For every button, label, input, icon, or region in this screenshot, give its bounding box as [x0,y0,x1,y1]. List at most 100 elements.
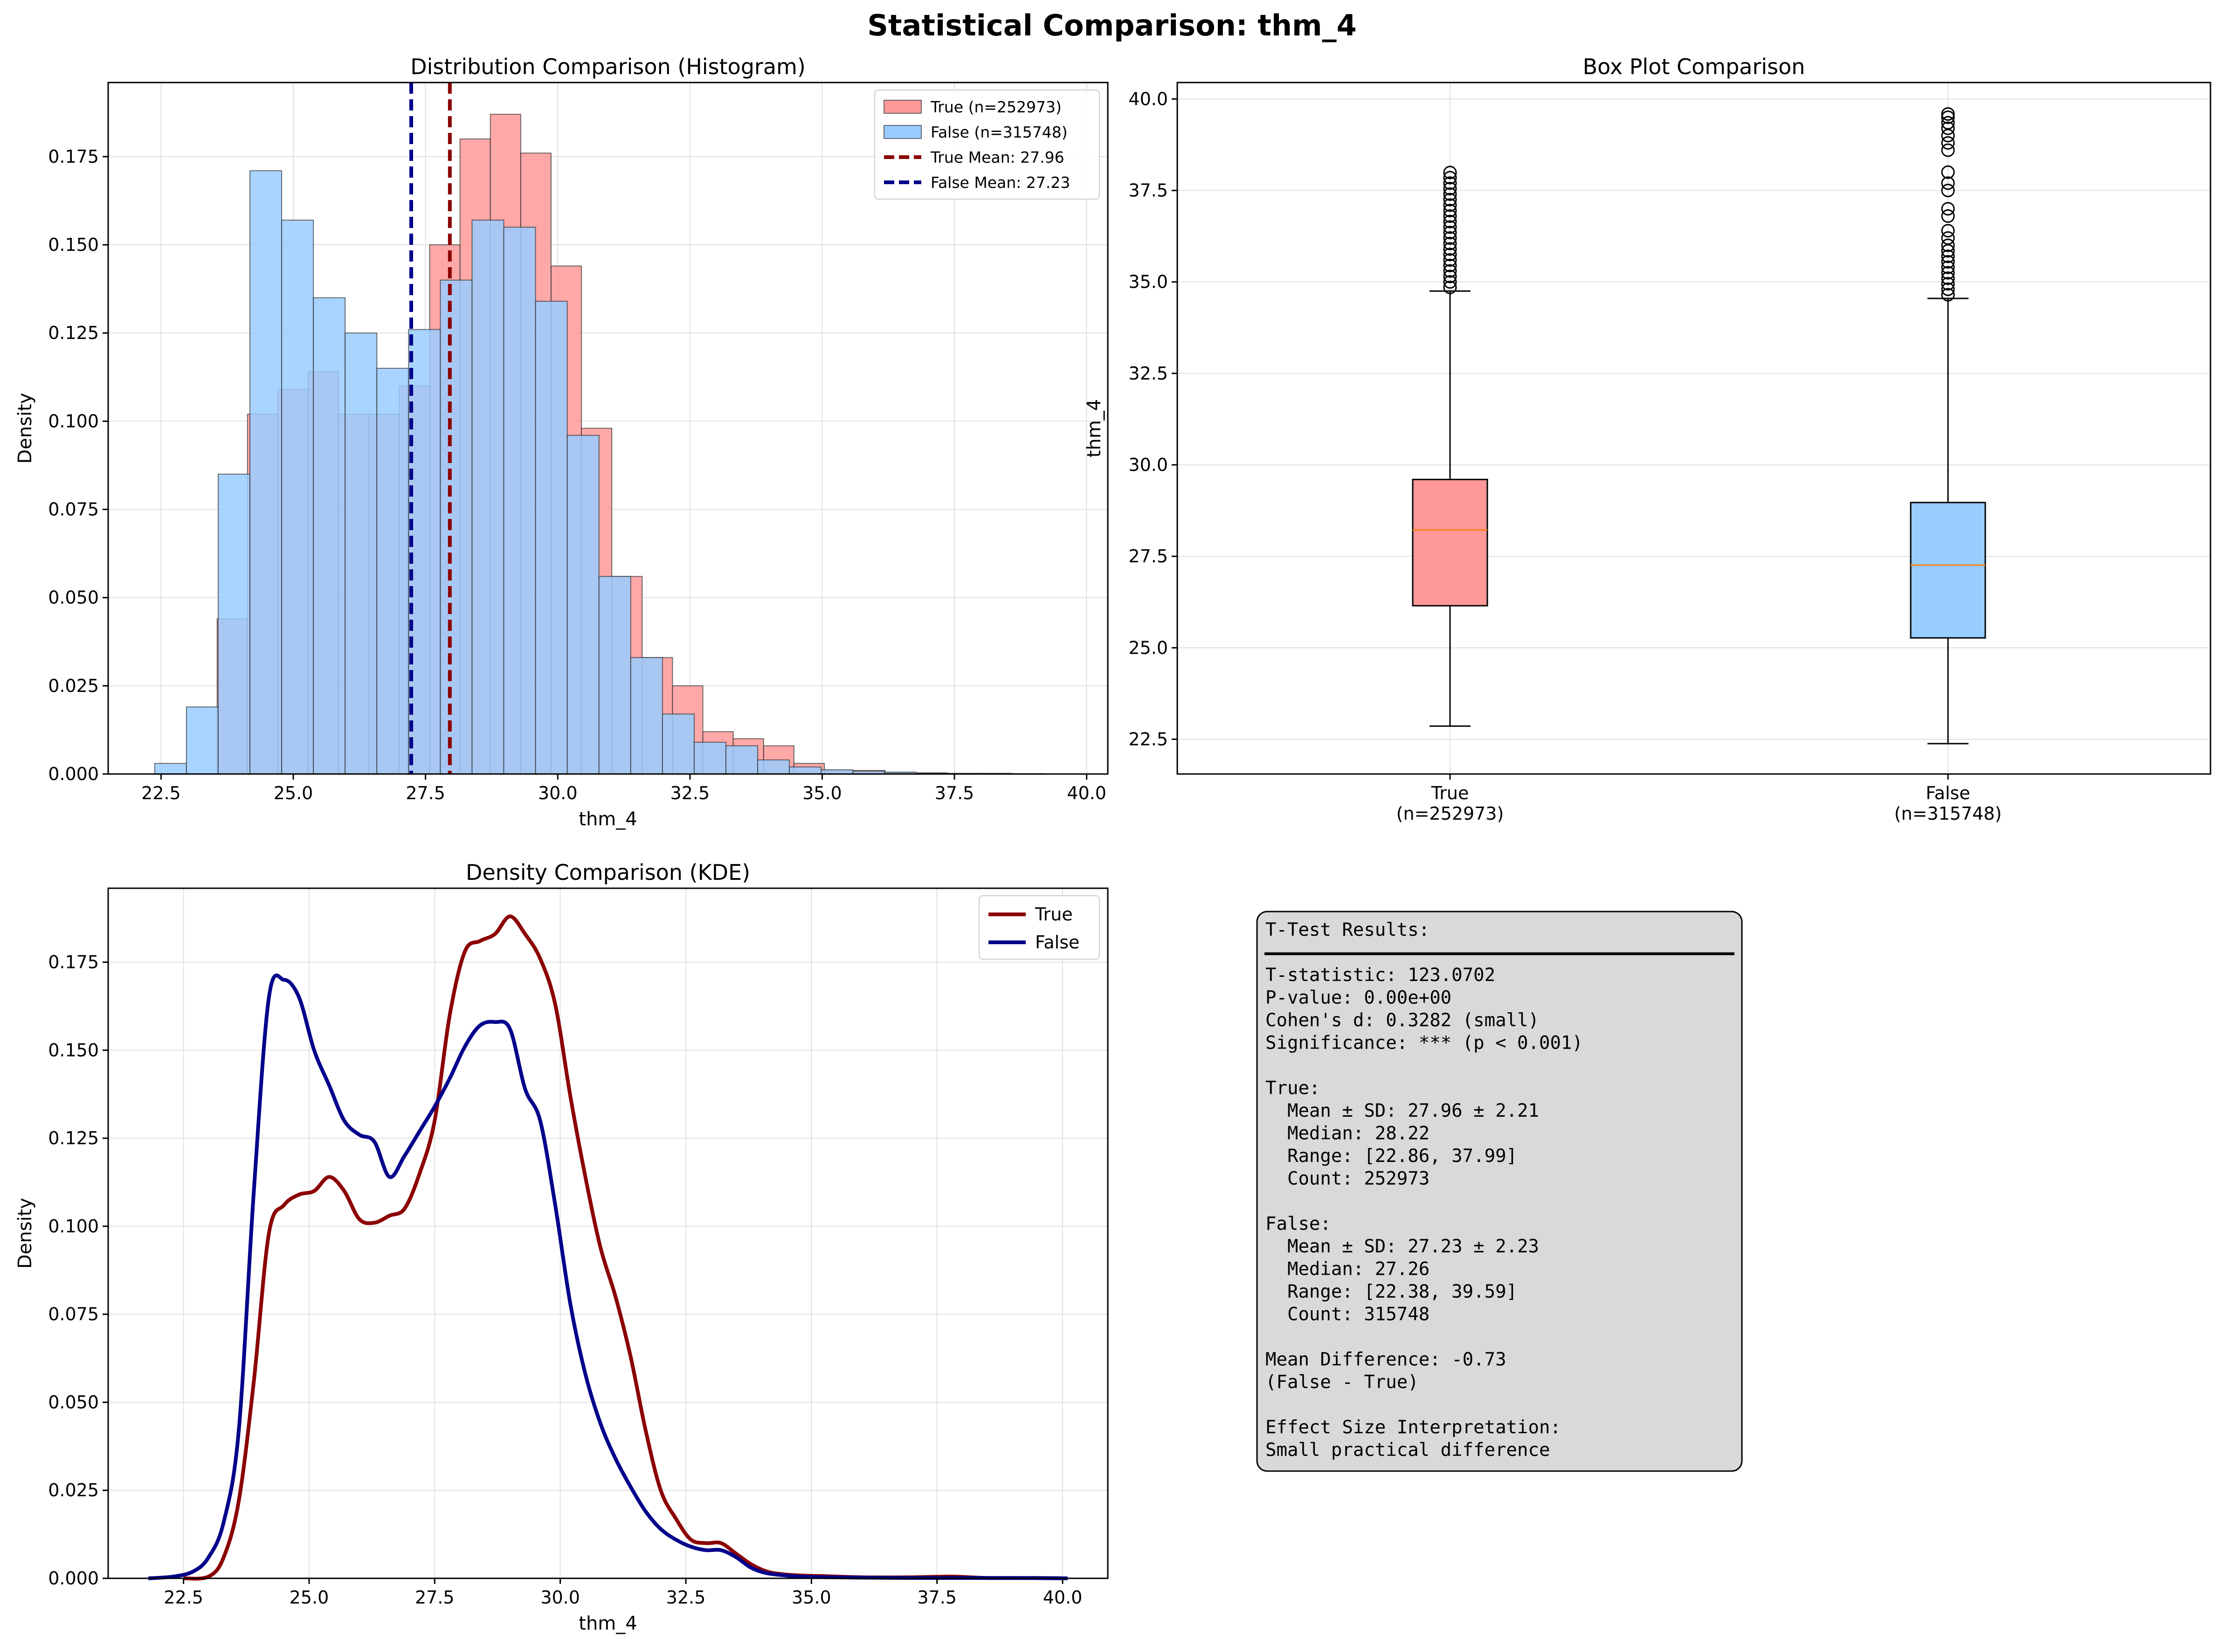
hist-bar-false [535,301,568,774]
x-tick-label: 25.0 [290,1587,329,1608]
y-tick-label: 0.125 [48,323,99,343]
hist-bar-false [757,759,790,775]
outlier-false [1941,231,1955,245]
y-tick-label: 0.175 [48,952,99,973]
outlier-true [1443,171,1457,185]
y-tick-label: 22.5 [1128,729,1168,749]
outlier-true [1443,166,1457,180]
hist-bar-false [154,763,187,775]
outlier-true [1443,270,1457,283]
y-axis-label: Density [14,393,36,463]
y-axis-label: thm_4 [1084,399,1105,457]
hist-bar-false [471,220,504,774]
results-line: Effect Size Interpretation: [1265,1417,1561,1438]
y-tick-label: 30.0 [1128,455,1168,475]
legend-false-swatch [884,125,922,139]
y-tick-label: 0.150 [48,235,99,255]
x-tick-label: 32.5 [670,783,710,803]
outlier-true [1443,264,1457,278]
hist-bar-false [313,297,346,774]
results-line: Mean ± SD: 27.23 ± 2.23 [1265,1236,1539,1257]
outlier-true [1443,258,1457,272]
x-tick-label: 32.5 [666,1587,706,1608]
results-line: T-statistic: 123.0702 [1265,965,1495,986]
y-tick-label: 0.025 [48,676,99,696]
axes-frame [107,887,1109,1579]
outlier-false [1941,183,1955,197]
results-line: Count: 252973 [1265,1168,1430,1189]
hist-bar-false [630,657,663,775]
outlier-false [1941,136,1955,150]
y-tick-label: 0.000 [48,764,99,784]
x-tick-label: 35.0 [802,783,842,803]
outlier-true [1443,242,1457,256]
outlier-false [1941,255,1955,269]
histogram-panel: 0.000 0.025 0.050 0.075 0.100 0.125 0.150 0.175… [14,54,1109,830]
legend-false-label: False [1035,932,1079,953]
results-line: (False - True) [1265,1372,1419,1393]
x-tick-label: 30.0 [538,783,578,803]
hist-bar-false [725,745,759,774]
results-line: Count: 315748 [1265,1304,1430,1325]
axes-title: Distribution Comparison (Histogram) [410,54,806,79]
results-line: Small practical difference [1265,1440,1550,1461]
outlier-true [1443,193,1457,207]
outlier-false [1941,116,1955,130]
y-tick-label: 35.0 [1128,272,1168,292]
outlier-true [1443,187,1457,201]
legend-false-mean-label: False Mean: 27.23 [931,173,1070,192]
hist-bar-false [408,329,441,774]
y-axis-label: Density [14,1198,36,1269]
results-line: True: [1265,1078,1320,1099]
results-line: Mean ± SD: 27.96 ± 2.21 [1265,1100,1539,1121]
axes-title: Density Comparison (KDE) [466,860,750,885]
x-tick-label: (n=315748) [1894,803,2002,824]
y-tick-label: 0.125 [48,1128,99,1148]
axes-frame [107,82,1109,775]
kde-line-false [148,974,1068,1580]
results-line: Mean Difference: -0.73 [1265,1349,1506,1370]
x-tick-label: 40.0 [1043,1587,1083,1608]
y-tick-label: 0.100 [48,1216,99,1237]
x-tick-label: 35.0 [792,1587,831,1608]
x-tick-label: 37.5 [917,1587,957,1608]
outlier-true [1443,204,1457,218]
x-axis-label: thm_4 [579,809,637,830]
x-tick-label: True [1431,783,1469,803]
y-tick-label: 37.5 [1128,180,1168,200]
y-tick-label: 0.100 [48,411,99,431]
y-tick-label: 0.050 [48,588,99,608]
results-line: Significance: *** (p < 0.001) [1265,1033,1583,1054]
y-tick-label: 0.075 [48,1304,99,1325]
x-tick-label: False [1926,783,1970,803]
legend-true-swatch [884,100,922,114]
y-tick-label: 0.000 [48,1568,99,1589]
x-tick-label: 22.5 [141,783,181,803]
outlier-false [1941,249,1955,263]
x-tick-label: 27.5 [415,1587,455,1608]
results-line: T-Test Results: [1265,919,1430,940]
y-tick-label: 0.150 [48,1040,99,1060]
y-tick-label: 0.075 [48,499,99,520]
outlier-true [1443,214,1457,228]
x-tick-label: 30.0 [540,1587,580,1608]
hist-bar-false [217,473,251,774]
outlier-false [1941,202,1955,216]
box-false [1910,502,1986,639]
y-tick-label: 40.0 [1128,89,1168,109]
results-box [1256,911,1743,1472]
y-tick-label: 32.5 [1128,363,1168,384]
outlier-true [1443,176,1457,190]
results-line: Range: [22.86, 37.99] [1265,1146,1517,1167]
results-line: Cohen's d: 0.3282 (small) [1265,1010,1539,1031]
results-line: Range: [22.38, 39.59] [1265,1281,1517,1302]
hist-bar-false [281,220,314,774]
hist-bar-false [662,713,695,774]
outlier-false [1941,224,1955,238]
outlier-false [1941,282,1955,296]
hist-bar-false [503,227,536,775]
outlier-true [1443,236,1457,250]
outlier-false [1941,165,1955,179]
x-tick-label: 27.5 [406,783,445,803]
